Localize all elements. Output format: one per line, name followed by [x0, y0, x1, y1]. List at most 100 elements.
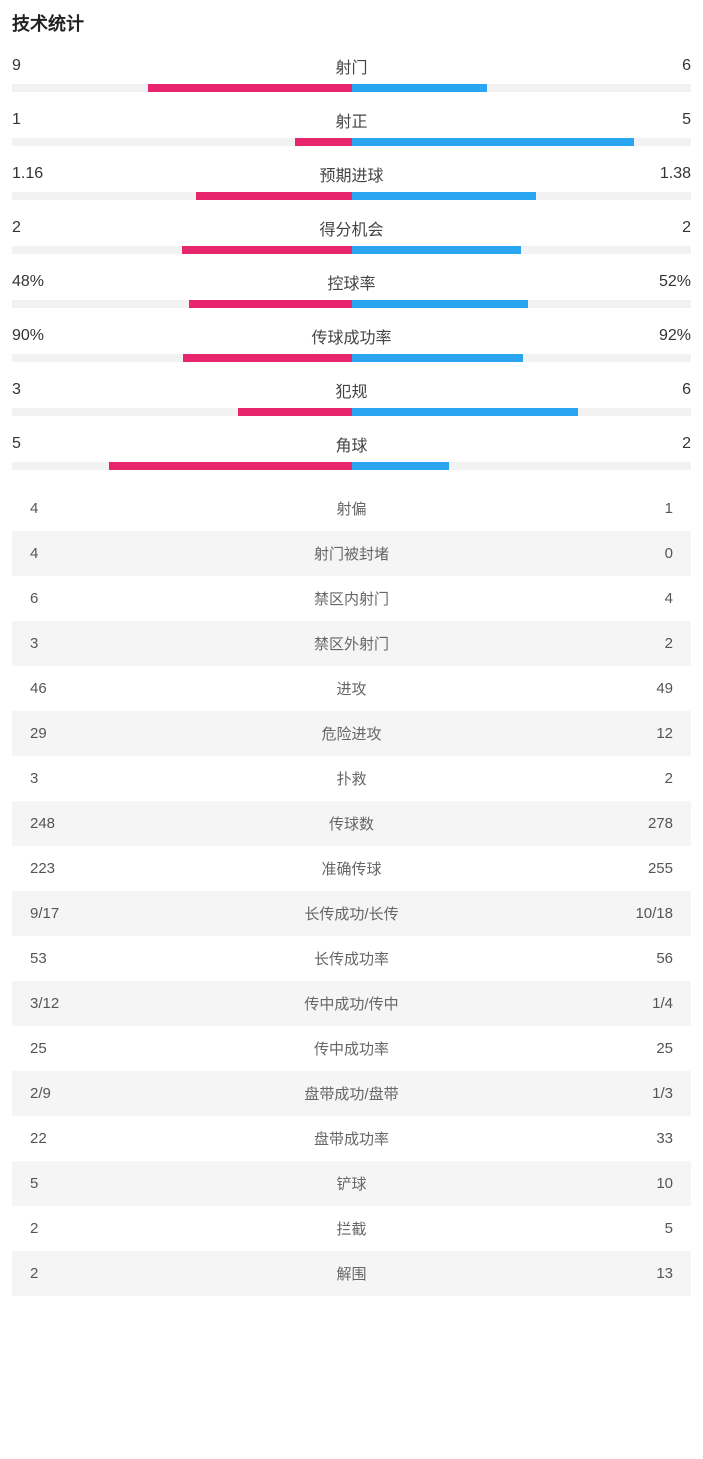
bar-stat-row: 1射正5 — [12, 108, 691, 146]
table-left-value: 46 — [30, 680, 110, 697]
bar-right-fill — [352, 354, 523, 362]
table-left-value: 4 — [30, 545, 110, 562]
section-title: 技术统计 — [12, 10, 691, 36]
table-stat-label: 长传成功率 — [110, 948, 593, 969]
table-stat-label: 射偏 — [110, 498, 593, 519]
bar-track — [12, 300, 691, 308]
bar-stat-left-value: 3 — [12, 381, 72, 399]
bar-stat-header: 90%传球成功率92% — [12, 324, 691, 348]
bar-track — [12, 462, 691, 470]
table-stat-label: 盘带成功/盘带 — [110, 1083, 593, 1104]
bar-stat-header: 1射正5 — [12, 108, 691, 132]
bar-left-fill — [148, 84, 352, 92]
bar-stat-label: 预期进球 — [72, 162, 631, 186]
table-row: 3/12传中成功/传中1/4 — [12, 981, 691, 1026]
table-right-value: 4 — [593, 590, 673, 607]
table-left-value: 3 — [30, 635, 110, 652]
table-left-value: 22 — [30, 1130, 110, 1147]
bar-left-half — [12, 354, 352, 362]
table-left-value: 25 — [30, 1040, 110, 1057]
bar-left-half — [12, 192, 352, 200]
table-left-value: 248 — [30, 815, 110, 832]
bar-stat-left-value: 1.16 — [12, 165, 72, 183]
table-right-value: 2 — [593, 770, 673, 787]
table-right-value: 255 — [593, 860, 673, 877]
table-stat-label: 准确传球 — [110, 858, 593, 879]
table-left-value: 3 — [30, 770, 110, 787]
bar-right-half — [352, 192, 692, 200]
bar-stats-section: 9射门61射正51.16预期进球1.382得分机会248%控球率52%90%传球… — [12, 54, 691, 470]
table-row: 5铲球10 — [12, 1161, 691, 1206]
bar-left-fill — [183, 354, 351, 362]
table-stat-label: 传球数 — [110, 813, 593, 834]
bar-right-fill — [352, 246, 522, 254]
bar-stat-right-value: 5 — [631, 111, 691, 129]
bar-track — [12, 84, 691, 92]
bar-left-half — [12, 246, 352, 254]
bar-stat-right-value: 2 — [631, 219, 691, 237]
bar-left-fill — [182, 246, 352, 254]
bar-stat-label: 得分机会 — [72, 216, 631, 240]
table-left-value: 4 — [30, 500, 110, 517]
table-row: 9/17长传成功/长传10/18 — [12, 891, 691, 936]
bar-stat-label: 射正 — [72, 108, 631, 132]
bar-right-fill — [352, 192, 536, 200]
table-row: 3扑救2 — [12, 756, 691, 801]
bar-stat-right-value: 6 — [631, 381, 691, 399]
table-stat-label: 传中成功/传中 — [110, 993, 593, 1014]
bar-stat-left-value: 9 — [12, 57, 72, 75]
table-right-value: 0 — [593, 545, 673, 562]
bar-stat-header: 3犯规6 — [12, 378, 691, 402]
table-stat-label: 禁区内射门 — [110, 588, 593, 609]
bar-right-fill — [352, 408, 578, 416]
stats-container: 技术统计 9射门61射正51.16预期进球1.382得分机会248%控球率52%… — [0, 0, 703, 1306]
bar-stat-left-value: 48% — [12, 273, 72, 291]
bar-stat-row: 5角球2 — [12, 432, 691, 470]
bar-left-half — [12, 462, 352, 470]
bar-right-half — [352, 462, 692, 470]
table-right-value: 33 — [593, 1130, 673, 1147]
table-left-value: 53 — [30, 950, 110, 967]
table-row: 4射门被封堵0 — [12, 531, 691, 576]
bar-stat-left-value: 1 — [12, 111, 72, 129]
table-stats-section: 4射偏14射门被封堵06禁区内射门43禁区外射门246进攻4929危险进攻123… — [12, 486, 691, 1296]
bar-stat-label: 传球成功率 — [72, 324, 631, 348]
bar-left-fill — [295, 138, 352, 146]
table-stat-label: 拦截 — [110, 1218, 593, 1239]
bar-stat-label: 角球 — [72, 432, 631, 456]
bar-stat-right-value: 2 — [631, 435, 691, 453]
bar-right-fill — [352, 462, 449, 470]
table-left-value: 5 — [30, 1175, 110, 1192]
bar-stat-header: 48%控球率52% — [12, 270, 691, 294]
bar-right-half — [352, 138, 692, 146]
bar-stat-row: 48%控球率52% — [12, 270, 691, 308]
table-left-value: 2 — [30, 1220, 110, 1237]
bar-left-half — [12, 300, 352, 308]
table-left-value: 2/9 — [30, 1085, 110, 1102]
table-right-value: 10 — [593, 1175, 673, 1192]
table-stat-label: 盘带成功率 — [110, 1128, 593, 1149]
table-right-value: 10/18 — [593, 905, 673, 922]
bar-left-half — [12, 138, 352, 146]
table-stat-label: 禁区外射门 — [110, 633, 593, 654]
bar-stat-row: 9射门6 — [12, 54, 691, 92]
table-left-value: 3/12 — [30, 995, 110, 1012]
bar-stat-right-value: 1.38 — [631, 165, 691, 183]
table-stat-label: 长传成功/长传 — [110, 903, 593, 924]
bar-track — [12, 138, 691, 146]
table-stat-label: 传中成功率 — [110, 1038, 593, 1059]
bar-stat-header: 2得分机会2 — [12, 216, 691, 240]
bar-left-fill — [196, 192, 351, 200]
table-row: 25传中成功率25 — [12, 1026, 691, 1071]
bar-track — [12, 408, 691, 416]
bar-stat-row: 90%传球成功率92% — [12, 324, 691, 362]
bar-track — [12, 246, 691, 254]
bar-stat-row: 1.16预期进球1.38 — [12, 162, 691, 200]
table-row: 2/9盘带成功/盘带1/3 — [12, 1071, 691, 1116]
bar-right-half — [352, 354, 692, 362]
bar-left-fill — [109, 462, 351, 470]
bar-stat-left-value: 2 — [12, 219, 72, 237]
bar-stat-right-value: 52% — [631, 273, 691, 291]
bar-right-half — [352, 300, 692, 308]
bar-left-fill — [238, 408, 351, 416]
